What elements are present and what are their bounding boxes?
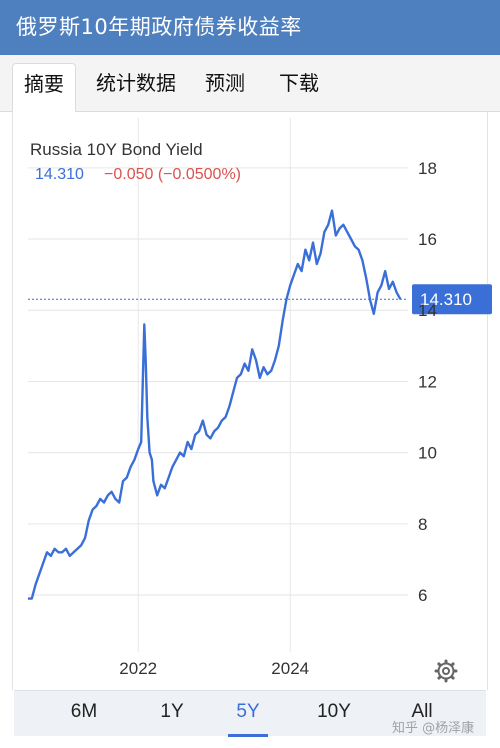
last-value-marker (412, 284, 492, 315)
y-tick-label: 16 (418, 230, 437, 249)
quote-value: 14.310 (35, 166, 84, 183)
y-tick-label: 6 (418, 586, 427, 605)
chart-panel (12, 112, 488, 690)
gear-icon[interactable] (434, 659, 458, 683)
y-tick-label: 12 (418, 372, 437, 391)
y-tick-label: 14 (418, 301, 437, 320)
y-tick-label: 18 (418, 159, 437, 178)
series-line (28, 209, 402, 600)
tab-summary[interactable]: 摘要 (12, 63, 76, 112)
range-6m[interactable]: 6M (70, 701, 98, 722)
tab-download[interactable]: 下载 (279, 71, 319, 95)
x-tick-label: 2024 (271, 659, 309, 678)
tab-forecast[interactable]: 预测 (205, 71, 245, 95)
last-value-label: 14.310 (420, 290, 472, 309)
quote-change: −0.050 (−0.0500%) (104, 166, 241, 183)
range-all[interactable]: All (411, 701, 433, 722)
watermark: 知乎 @杨泽康 (392, 721, 475, 736)
tab-statistics[interactable]: 统计数据 (96, 71, 176, 95)
chart-title: Russia 10Y Bond Yield (30, 140, 203, 159)
x-tick-label: 2022 (119, 659, 157, 678)
y-tick-label: 10 (418, 444, 437, 463)
range-5y[interactable]: 5Y (228, 691, 268, 737)
y-tick-label: 8 (418, 515, 427, 534)
range-1y[interactable]: 1Y (160, 701, 184, 722)
range-10y[interactable]: 10Y (317, 701, 351, 722)
range-selector: 6M 1Y 5Y 10Y All (14, 690, 486, 737)
tab-bar: 摘要 统计数据 预测 下载 (0, 55, 500, 112)
page-title: 俄罗斯10年期政府债券收益率 (0, 0, 500, 55)
